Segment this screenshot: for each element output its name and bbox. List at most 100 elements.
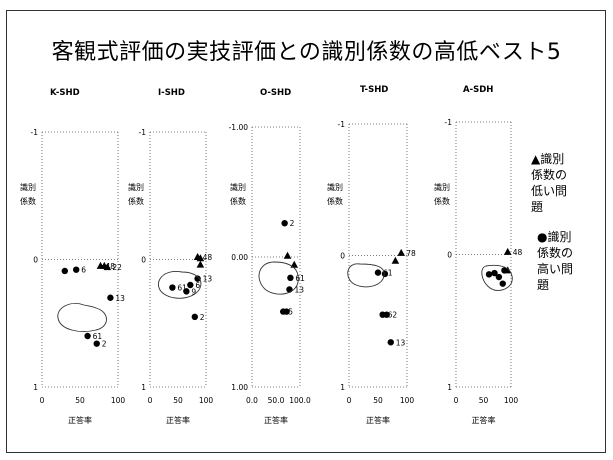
- low-discrimination-point: [290, 260, 299, 268]
- x-tick-label: 0: [454, 396, 459, 405]
- x-tick-label: 0: [40, 396, 45, 405]
- x-tick-label: 100: [111, 396, 126, 405]
- panel-title: I-SHD: [158, 88, 185, 98]
- high-discrimination-point: [84, 332, 91, 340]
- point-label: 13: [115, 294, 125, 303]
- y-tick-label: -1: [31, 128, 39, 137]
- x-tick-label: 50: [479, 396, 489, 405]
- y-tick-label: -1.00: [229, 123, 249, 132]
- low-discrimination-point: [283, 251, 292, 259]
- y-axis-label: 係数: [128, 196, 144, 206]
- point-label: 6: [81, 266, 86, 275]
- high-discrimination-point: [73, 266, 80, 273]
- y-tick-label: 1.00: [231, 383, 248, 392]
- y-axis-label: 係数: [230, 196, 246, 206]
- high-discrimination-point: [187, 281, 194, 289]
- cluster-outline: [347, 263, 385, 288]
- high-discrimination-point: [286, 286, 293, 293]
- x-tick-label: 100: [199, 396, 214, 405]
- y-tick-label: 0: [447, 251, 452, 260]
- high-discrimination-point: [499, 280, 506, 287]
- legend-high-text: 題: [537, 278, 549, 292]
- high-discrimination-point: [194, 275, 201, 282]
- high-discrimination-point: [93, 340, 100, 347]
- y-tick-label: 1: [340, 383, 345, 392]
- point-label: 48: [106, 262, 116, 271]
- low-discrimination-point: [503, 266, 512, 274]
- y-axis-label: 係数: [327, 196, 343, 206]
- high-discrimination-point: [281, 220, 288, 227]
- high-discrimination-point: [191, 313, 198, 321]
- point-label: 13: [294, 286, 304, 295]
- x-axis-label: 正答率: [68, 415, 92, 425]
- y-axis-label: 識別: [327, 182, 343, 192]
- cluster-outline: [481, 264, 513, 291]
- legend-high-text: ●識別: [537, 230, 571, 244]
- y-tick-label: -1: [338, 120, 346, 129]
- high-discrimination-point: [183, 288, 190, 295]
- legend-low-text: 題: [531, 200, 543, 214]
- low-discrimination-point: [196, 254, 205, 262]
- point-label: 62: [388, 311, 398, 320]
- high-discrimination-point: [381, 270, 389, 278]
- legend-low-text: ▲識別: [531, 152, 564, 166]
- low-discrimination-point: [103, 263, 112, 271]
- point-label: 61: [295, 274, 305, 283]
- point-label: 22: [112, 263, 122, 272]
- point-label: 2: [102, 340, 107, 349]
- y-tick-label: 0: [340, 252, 345, 261]
- y-tick-label: -1: [139, 128, 147, 137]
- point-label: 48: [203, 253, 213, 262]
- low-discrimination-point: [503, 247, 512, 255]
- point-label: 6: [195, 281, 200, 290]
- high-discrimination-point: [387, 339, 394, 346]
- high-discrimination-point: [374, 269, 382, 276]
- y-axis-label: 係数: [20, 196, 36, 206]
- high-discrimination-point: [283, 308, 290, 315]
- y-tick-label: 1: [33, 383, 38, 392]
- point-label: 5: [288, 308, 293, 317]
- point-label: 48: [513, 248, 523, 257]
- point-label: 61: [93, 332, 103, 341]
- y-tick-label: 1: [447, 383, 452, 392]
- low-discrimination-point: [397, 248, 405, 256]
- x-tick-label: 100.0: [289, 396, 311, 405]
- low-discrimination-point: [196, 260, 205, 268]
- x-tick-label: 50: [75, 396, 85, 405]
- y-axis-label: 識別: [128, 182, 144, 192]
- y-axis-label: 識別: [230, 182, 246, 192]
- cluster-outline: [158, 271, 202, 299]
- y-tick-label: 1: [141, 383, 146, 392]
- legend-low-text: 係数の: [531, 167, 567, 182]
- x-tick-label: 50: [373, 396, 383, 405]
- x-axis-label: 正答率: [264, 415, 288, 425]
- legend-high-text: 高い問: [537, 261, 573, 276]
- y-axis-label: 係数: [434, 196, 450, 206]
- y-tick-label: 0.00: [231, 253, 248, 262]
- cluster-outline: [57, 303, 107, 332]
- panel-title: T-SHD: [360, 85, 388, 95]
- high-discrimination-point: [491, 269, 498, 277]
- slide-frame: [6, 10, 606, 453]
- y-tick-label: 0: [141, 256, 146, 265]
- high-discrimination-point: [287, 274, 294, 281]
- high-discrimination-point: [383, 311, 390, 318]
- point-label: 13: [396, 338, 406, 347]
- x-tick-label: 0: [347, 396, 352, 405]
- x-tick-label: 100: [400, 396, 415, 405]
- high-discrimination-point: [107, 294, 114, 301]
- x-axis-label: 正答率: [366, 415, 390, 425]
- y-axis-label: 識別: [20, 182, 36, 192]
- cluster-outline: [258, 261, 299, 295]
- x-tick-label: 100: [504, 396, 519, 405]
- point-label: 61: [177, 284, 187, 293]
- high-discrimination-point: [485, 271, 493, 278]
- panel-title: O-SHD: [260, 88, 291, 98]
- panel-title: K-SHD: [50, 88, 80, 98]
- y-tick-label: -1: [445, 118, 453, 127]
- low-discrimination-point: [391, 256, 400, 264]
- y-axis-label: 識別: [434, 182, 450, 192]
- legend-low-text: 低い問: [531, 184, 567, 198]
- slide-title: 客観式評価の実技評価との識別係数の高低ベスト5: [51, 40, 562, 65]
- x-tick-label: 0: [148, 396, 153, 405]
